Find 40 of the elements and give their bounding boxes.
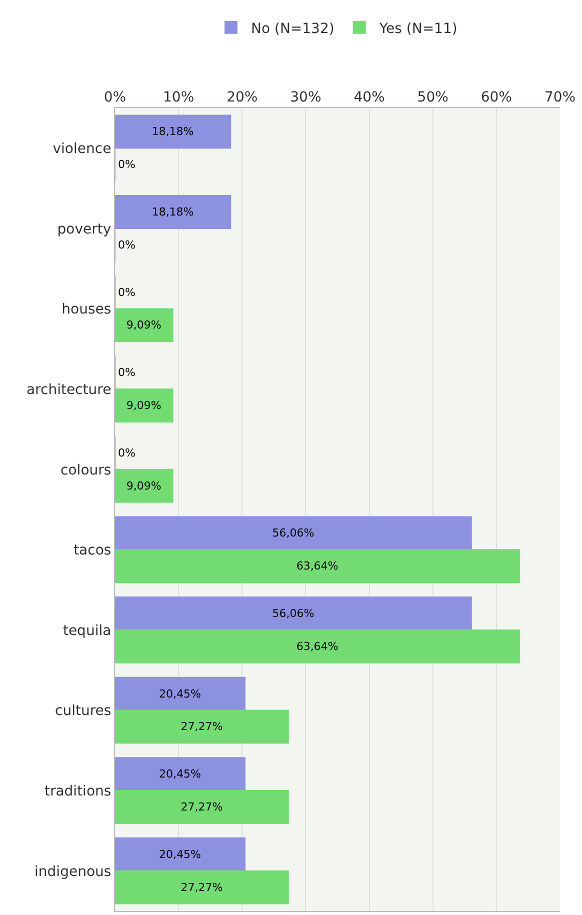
data-label: 9,09% (126, 479, 162, 492)
data-label: 18,18% (152, 205, 194, 218)
x-tick-label: 0% (104, 89, 126, 106)
data-label: 0% (118, 238, 136, 252)
legend-label: Yes (N=11) (378, 20, 458, 37)
x-tick-label: 30% (290, 89, 322, 106)
y-tick-label: poverty (57, 221, 112, 238)
data-label: 9,09% (126, 399, 162, 412)
x-tick-label: 70% (544, 89, 576, 106)
data-label: 56,06% (272, 526, 314, 540)
data-label: 18,18% (152, 125, 194, 138)
data-label: 20,45% (159, 768, 201, 781)
x-tick-label: 20% (226, 89, 258, 106)
y-tick-label: colours (60, 462, 112, 478)
data-label: 0% (118, 158, 136, 172)
y-tick-label: tacos (74, 542, 112, 559)
data-label: 56,06% (272, 606, 314, 620)
y-tick-label: tequila (62, 622, 112, 639)
y-tick-label: architecture (26, 382, 112, 398)
x-tick-label: 60% (480, 89, 512, 106)
data-label: 20,45% (159, 848, 201, 861)
data-label: 27,27% (180, 800, 223, 814)
y-tick-label: indigenous (34, 864, 112, 880)
data-label: 0% (118, 446, 136, 460)
data-label: 9,09% (126, 318, 162, 332)
data-label: 63,64% (296, 560, 338, 573)
y-tick-label: violence (52, 141, 112, 158)
x-tick-label: 50% (417, 89, 448, 106)
data-label: 63,64% (296, 640, 338, 653)
data-label: 20,45% (159, 687, 201, 700)
y-tick-label: houses (62, 302, 112, 318)
x-tick-label: 10% (163, 89, 194, 106)
y-tick-label: traditions (44, 783, 112, 800)
y-tick-label: cultures (55, 703, 112, 720)
legend-label: No (N=132) (251, 20, 334, 37)
data-label: 0% (118, 286, 136, 299)
data-label: 27,27% (180, 880, 223, 894)
data-label: 0% (118, 366, 136, 380)
x-tick-label: 40% (354, 89, 385, 106)
data-label: 27,27% (180, 720, 223, 734)
